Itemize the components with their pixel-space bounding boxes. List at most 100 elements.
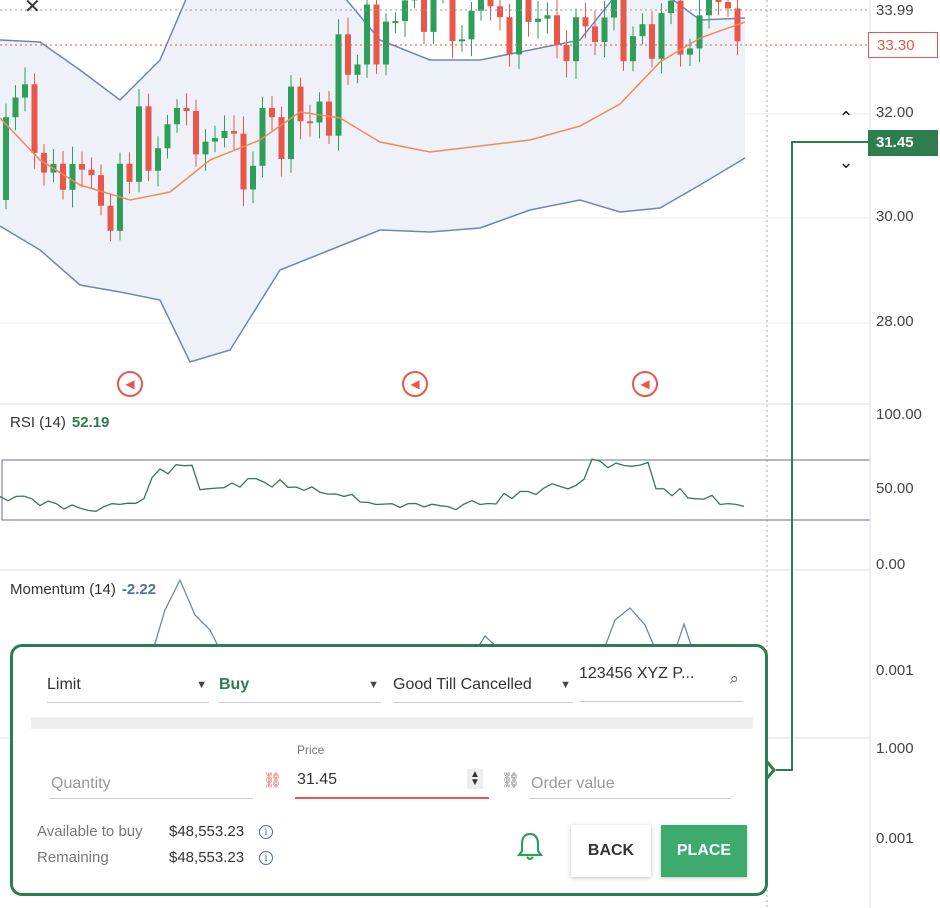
momentum-axis-label: 1.000 [876, 740, 914, 757]
bollinger-lower-line [0, 157, 746, 363]
candle-body [335, 34, 342, 136]
candle-body [487, 0, 494, 7]
moving-average-line [0, 21, 746, 201]
price-input[interactable]: 31.45 [295, 763, 489, 799]
candle-body [193, 110, 199, 155]
candle-body [345, 34, 351, 75]
current-price-tag: 33.30 [868, 32, 938, 58]
price-value: 31.45 [297, 771, 338, 788]
candle-body [145, 106, 152, 171]
event-megaphone-icon[interactable]: ◀ [117, 371, 143, 397]
search-icon[interactable]: ⌕ [729, 669, 739, 688]
candle-body [354, 64, 361, 75]
rsi-name: RSI (14) [10, 414, 66, 431]
candle-body [630, 36, 636, 62]
place-button[interactable]: PLACE [661, 825, 747, 877]
candle-body [525, 0, 532, 22]
candle-body [221, 130, 228, 139]
candle-body [373, 4, 380, 65]
candle-body [658, 13, 665, 59]
candle-body [22, 84, 28, 98]
ticket-divider [31, 717, 753, 729]
candle-body [250, 165, 256, 190]
candle-body [126, 163, 133, 182]
candle-body [12, 97, 19, 118]
bell-icon[interactable] [516, 831, 544, 861]
candle-body [573, 17, 579, 62]
bollinger-band-fill [0, 0, 745, 362]
candle-body [278, 117, 285, 159]
event-megaphone-icon[interactable]: ◀ [402, 371, 428, 397]
candle-body [383, 21, 389, 65]
back-button[interactable]: BACK [571, 825, 651, 877]
account-value: 123456 XYZ P... [579, 665, 695, 682]
candle-body [544, 15, 551, 19]
candle-body [155, 148, 161, 171]
event-megaphone-icon[interactable]: ◀ [632, 371, 658, 397]
info-icon[interactable]: i [259, 825, 273, 839]
candle-body [649, 24, 655, 59]
side-value: Buy [219, 676, 250, 693]
candle-body [231, 130, 237, 134]
close-icon[interactable]: ✕ [24, 0, 41, 18]
candle-body [316, 101, 323, 123]
candle-body [459, 39, 465, 42]
duration-select[interactable]: Good Till Cancelled ▼ [393, 667, 573, 703]
link-icon[interactable]: ⛓ [263, 772, 283, 789]
rsi-axis-label: 50.00 [876, 480, 914, 497]
momentum-line [149, 578, 697, 661]
candle-body [611, 0, 617, 18]
candle-body [107, 205, 114, 231]
order-type-value: Limit [47, 676, 81, 693]
candle-body [706, 0, 712, 16]
candle-body [535, 18, 541, 22]
info-icon[interactable]: i [259, 851, 273, 865]
candle-body [60, 163, 66, 190]
momentum-axis-label: 0.001 [876, 662, 914, 679]
caret-down-icon: ▼ [196, 679, 207, 691]
rsi-range-box [1, 459, 871, 521]
rsi-line [0, 458, 745, 512]
candle-body [307, 121, 313, 124]
candle-body [478, 0, 484, 11]
candle-body [402, 0, 408, 22]
caret-down-icon: ▼ [560, 679, 571, 691]
candle-body [430, 0, 437, 32]
candle-body [421, 0, 427, 32]
chevron-up-icon[interactable]: ⌃ [838, 108, 854, 128]
candle-body [240, 133, 247, 190]
candle-body [79, 164, 85, 170]
quantity-input[interactable]: Quantity [49, 765, 253, 799]
momentum-axis-label: 0.001 [876, 830, 914, 847]
chevron-down-icon[interactable]: ⌄ [838, 152, 854, 172]
candle-body [449, 0, 456, 42]
candle-body [69, 164, 76, 190]
candle-body [677, 0, 684, 55]
candle-body [582, 17, 589, 27]
candle-body [725, 2, 731, 9]
candle-body [696, 15, 703, 49]
candle-body [31, 84, 38, 153]
duration-value: Good Till Cancelled [393, 676, 532, 693]
rsi-axis-label: 100.00 [876, 406, 922, 423]
side-select[interactable]: Buy ▼ [219, 667, 381, 703]
price-axis-label: 32.00 [876, 104, 914, 121]
account-search-input[interactable]: 123456 XYZ P... ⌕ [579, 661, 743, 702]
order-value-input[interactable]: Order value [529, 765, 731, 799]
stepper-up-icon[interactable]: ▲ [470, 769, 480, 780]
price-stepper[interactable]: ▲ ▼ [467, 769, 483, 789]
available-value: $48,553.23 [169, 823, 245, 840]
candle-body [88, 169, 95, 176]
candle-body [297, 86, 304, 122]
remaining-value: $48,553.23 [169, 849, 245, 866]
candle-body [601, 17, 608, 43]
caret-down-icon: ▼ [368, 679, 379, 691]
stepper-down-icon[interactable]: ▼ [470, 777, 480, 788]
candle-body [620, 0, 627, 62]
selected-price-tag[interactable]: 31.45 [868, 130, 938, 156]
candle-body [183, 108, 190, 111]
order-type-select[interactable]: Limit ▼ [47, 667, 209, 703]
price-axis-label: 33.99 [876, 2, 914, 19]
link-icon[interactable]: ⛓ [501, 772, 521, 789]
